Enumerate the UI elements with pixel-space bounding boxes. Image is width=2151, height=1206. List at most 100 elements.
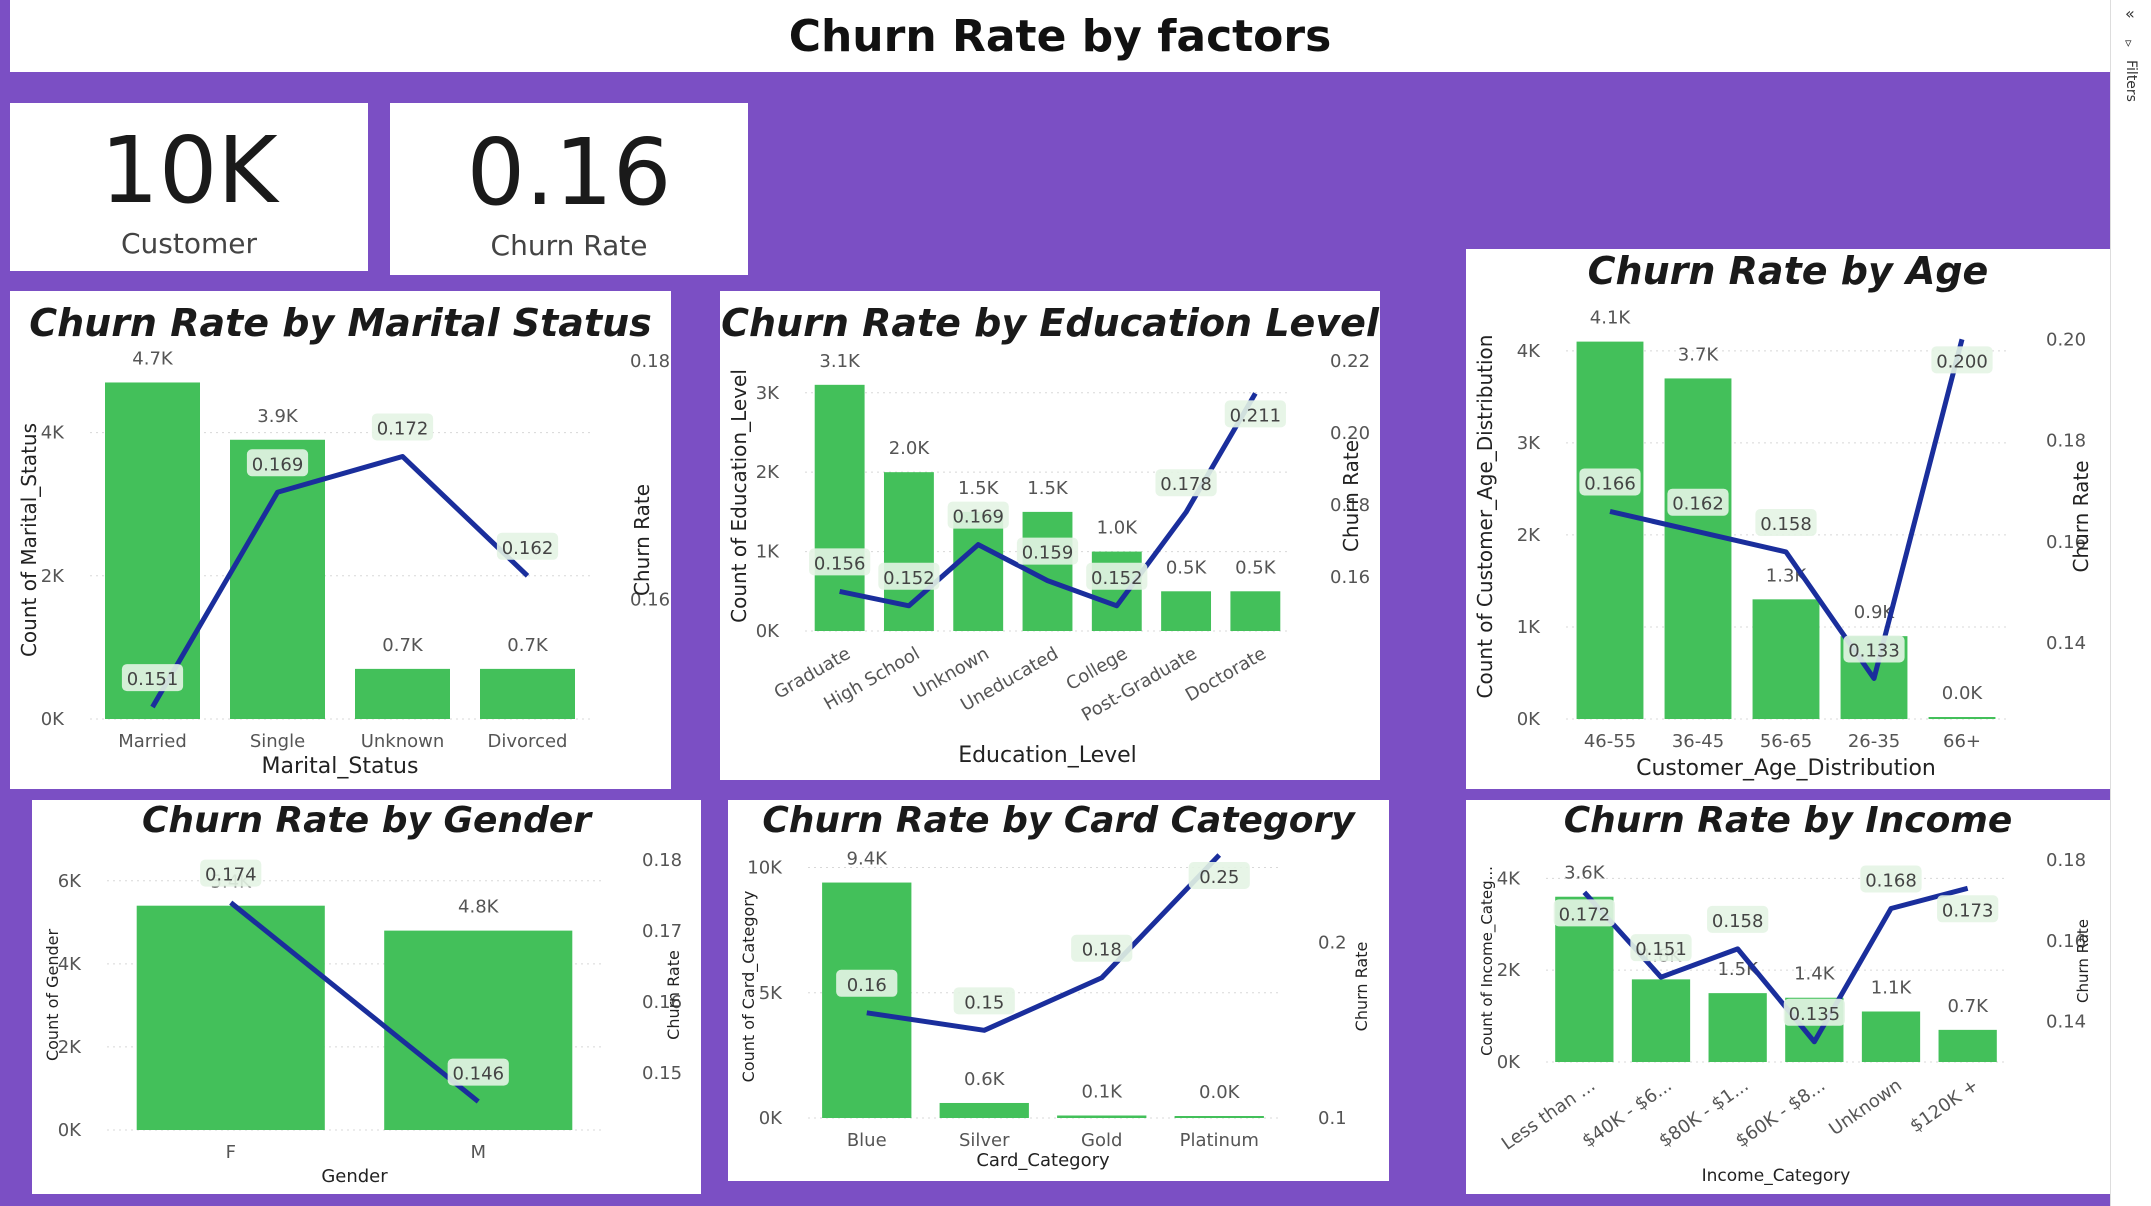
bar xyxy=(355,668,450,719)
y-tick-label: 1K xyxy=(756,542,780,563)
chart-card-category[interactable]: Churn Rate by Card Category 0K 5K 10K 0.1 0.2… xyxy=(728,800,1389,1181)
line-label-bg xyxy=(1630,934,1692,962)
line-label-bg xyxy=(371,413,434,441)
bar-data-label: 0.0K xyxy=(1942,683,1984,704)
line-label-bg xyxy=(200,859,262,887)
line-data-label: 0.146 xyxy=(452,1064,504,1085)
chart-income[interactable]: Churn Rate by Income 0K 2K 4K 0.14 0.16 0.18 3.… xyxy=(1466,800,2110,1194)
line-label-bg xyxy=(1931,346,1993,374)
line-data-label: 0.151 xyxy=(127,669,179,690)
bar-data-label: 3.7K xyxy=(1678,344,1720,365)
y2-axis-title: Churn Rate xyxy=(630,484,654,596)
line-label-bg xyxy=(496,532,559,560)
y2-tick-label: 0.14 xyxy=(2046,633,2086,654)
kpi-customer-card[interactable]: 10K Customer xyxy=(10,103,368,271)
y2-tick-label: 0.18 xyxy=(2046,850,2086,871)
x-tick-label: Platinum xyxy=(1180,1130,1259,1151)
bar xyxy=(939,1102,1029,1118)
bar xyxy=(822,882,912,1118)
line-label-bg xyxy=(809,548,871,576)
bar-data-label: 4.8K xyxy=(458,897,500,918)
bar-data-label: 3.6K xyxy=(1564,863,1606,884)
bar-data-label: 0.0K xyxy=(1199,1082,1241,1103)
line-data-label: 0.133 xyxy=(1848,641,1900,662)
line-data-label: 0.25 xyxy=(1199,867,1239,888)
y2-axis-title: Churn Rate xyxy=(1339,440,1363,552)
x-tick-label: Married xyxy=(118,731,187,752)
line-data-label: 0.159 xyxy=(1022,543,1074,564)
y-axis-title: Count of Income_Categ... xyxy=(1478,866,1497,1056)
filters-pane[interactable]: « ▿ Filters xyxy=(2110,0,2151,1206)
title-bar: Churn Rate by factors xyxy=(10,0,2110,72)
y-tick-label: 4K xyxy=(1517,341,1541,362)
bar-data-label: 3.9K xyxy=(257,406,299,427)
line-label-bg xyxy=(1579,468,1641,496)
x-tick-label: Gold xyxy=(1081,1130,1122,1151)
bar xyxy=(384,930,573,1130)
y-tick-label: 6K xyxy=(58,871,82,892)
x-axis-title: Card_Category xyxy=(976,1150,1110,1171)
line-label-bg xyxy=(1860,865,1922,893)
churn-rate-line xyxy=(150,453,530,709)
bar-data-label: 0.7K xyxy=(382,635,424,656)
line-data-label: 0.135 xyxy=(1789,1004,1841,1025)
y-tick-label: 1K xyxy=(1517,617,1541,638)
bar-data-label: 0.5K xyxy=(1166,557,1208,578)
bar xyxy=(136,905,325,1130)
page-title: Churn Rate by factors xyxy=(788,10,1332,62)
line-label-bg xyxy=(1071,934,1133,962)
chart-title: Churn Rate by Gender xyxy=(142,800,593,841)
line-data-label: 0.16 xyxy=(847,975,887,996)
x-axis-title: Marital_Status xyxy=(262,754,419,779)
line-label-bg xyxy=(1155,469,1217,497)
line-label-bg xyxy=(1188,862,1250,889)
y2-tick-label: 0.20 xyxy=(2046,329,2086,350)
churn-rate-line xyxy=(229,900,480,1104)
chart-title: Churn Rate by Education Level xyxy=(721,301,1380,345)
churn-rate-line xyxy=(866,853,1222,1033)
line-data-label: 0.158 xyxy=(1712,911,1764,932)
line-label-bg xyxy=(1553,899,1615,927)
bar xyxy=(1928,717,1996,719)
line-label-bg xyxy=(1783,998,1845,1026)
bar xyxy=(1230,591,1281,631)
bar xyxy=(1752,599,1820,719)
y-tick-label: 3K xyxy=(1517,433,1541,454)
bar xyxy=(953,511,1004,631)
filters-label: Filters xyxy=(2123,60,2139,102)
kpi-churn-rate-value: 0.16 xyxy=(466,118,672,226)
bar-data-label: 0.5K xyxy=(1235,557,1277,578)
y-tick-label: 0K xyxy=(1517,709,1541,730)
chart-marital-status[interactable]: Churn Rate by Marital Status 0K 2K 4K 0.16 0.… xyxy=(10,291,671,789)
bar xyxy=(1161,591,1212,631)
bar-data-label: 1.0K xyxy=(1097,518,1139,539)
line-data-label: 0.156 xyxy=(814,553,866,574)
y2-tick-label: 0.16 xyxy=(642,992,682,1013)
y2-tick-label: 0.2 xyxy=(1318,933,1347,954)
line-label-bg xyxy=(1937,895,1999,923)
y2-axis-title: Churn Rate xyxy=(1352,942,1371,1032)
y2-tick-label: 0.22 xyxy=(1330,351,1370,372)
bar-data-label: 4.7K xyxy=(132,348,174,369)
collapse-icon[interactable]: « xyxy=(2125,4,2135,23)
chart-gender[interactable]: Churn Rate by Gender 0K 2K 4K 6K 0.15 0.16 0.17… xyxy=(32,800,701,1194)
x-tick-label: 56-65 xyxy=(1760,731,1812,752)
bar-data-label: 0.7K xyxy=(507,635,549,656)
y2-tick-label: 0.1 xyxy=(1318,1108,1347,1129)
y2-axis-title: Churn Rate xyxy=(2074,919,2092,1003)
chart-education-level[interactable]: Churn Rate by Education Level 0K 1K 2K 3K 0.1… xyxy=(720,291,1380,780)
filter-icon: ▿ xyxy=(2125,36,2132,51)
line-data-label: 0.169 xyxy=(952,507,1004,528)
line-data-label: 0.166 xyxy=(1584,473,1636,494)
y2-tick-label: 0.16 xyxy=(630,590,670,611)
kpi-churn-rate-card[interactable]: 0.16 Churn Rate xyxy=(390,103,748,275)
y-axis-title: Count of Customer_Age_Distribution xyxy=(1473,335,1497,699)
x-tick-label: Silver xyxy=(959,1130,1010,1151)
line-data-label: 0.151 xyxy=(1635,939,1687,960)
chart-age[interactable]: Churn Rate by Age 0K 1K 2K 3K 4K 0.14 0.16 0.18 0… xyxy=(1466,249,2110,789)
y-tick-label: 0K xyxy=(1497,1052,1521,1073)
line-label-bg xyxy=(1224,400,1286,428)
x-tick-label: Post-Graduate xyxy=(1078,643,1200,726)
y2-tick-label: 0.15 xyxy=(642,1063,682,1084)
x-axis-title: Income_Category xyxy=(1702,1166,1851,1186)
